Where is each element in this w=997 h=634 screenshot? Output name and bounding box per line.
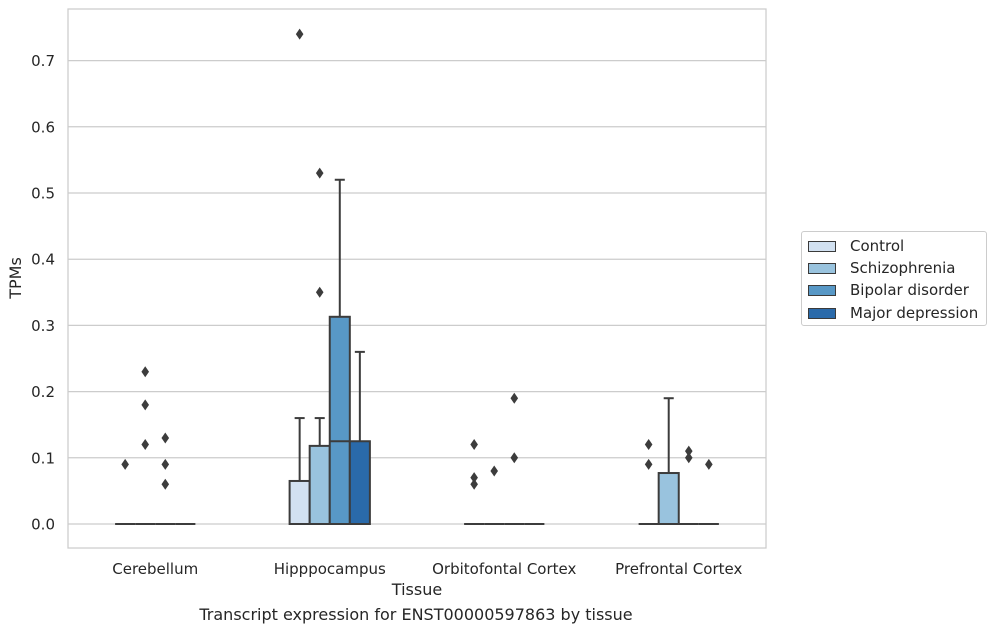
- outlier-point: [295, 28, 304, 40]
- legend: Control Schizophrenia Bipolar disorder M…: [801, 231, 987, 326]
- legend-swatch-schizophrenia: [808, 262, 836, 274]
- outlier-point: [490, 465, 499, 477]
- y-tick-label: 0.0: [31, 516, 55, 534]
- x-tick-label: Hipppocampus: [274, 560, 386, 578]
- legend-swatch-bipolar-disorder: [808, 284, 836, 296]
- legend-item-control: Control: [808, 237, 904, 255]
- legend-item-major-depression: Major depression: [808, 304, 978, 322]
- y-tick-label: 0.3: [31, 317, 55, 335]
- outlier-point: [510, 392, 519, 404]
- grid-lines: [68, 59, 766, 525]
- x-axis-ticks: Cerebellum Hipppocampus Orbitofontal Corte…: [112, 560, 742, 578]
- outlier-point: [644, 439, 653, 451]
- outlier-point: [684, 445, 693, 457]
- outlier-point: [315, 286, 324, 298]
- box-hipppocampus-bipolar-disorder: [328, 178, 351, 525]
- box-orbitofontal-cortex-schizophrenia: [484, 465, 505, 525]
- plot-frame: [67, 8, 767, 549]
- outlier-point: [161, 458, 170, 470]
- box-rect: [348, 440, 371, 525]
- outlier-point: [161, 478, 170, 490]
- legend-label-control: Control: [850, 237, 905, 255]
- plot-area: [115, 28, 719, 525]
- outlier-point: [644, 458, 653, 470]
- outlier-point: [141, 366, 150, 378]
- outlier-point: [315, 167, 324, 179]
- y-tick-label: 0.1: [31, 449, 55, 467]
- x-axis-label: Tissue: [391, 580, 442, 599]
- legend-label-bipolar-disorder: Bipolar disorder: [850, 281, 969, 299]
- x-tick-label: Prefrontal Cortex: [615, 560, 742, 578]
- box-hipppocampus-schizophrenia: [308, 167, 331, 525]
- box-prefrontal-cortex-schizophrenia: [657, 397, 680, 525]
- legend-item-bipolar-disorder: Bipolar disorder: [808, 281, 969, 299]
- box-rect: [308, 444, 331, 525]
- box-prefrontal-cortex-bipolar-disorder: [678, 445, 699, 525]
- outlier-point: [705, 458, 713, 470]
- chart-caption: Transcript expression for ENST0000059786…: [199, 605, 633, 624]
- y-tick-label: 0.5: [31, 185, 55, 203]
- box-orbitofontal-cortex-bipolar-disorder: [504, 392, 525, 525]
- legend-label-major-depression: Major depression: [850, 304, 979, 322]
- x-tick-label: Cerebellum: [112, 560, 198, 578]
- outlier-point: [141, 399, 150, 411]
- outlier-point: [684, 452, 693, 464]
- box-rect: [328, 315, 351, 525]
- y-tick-label: 0.7: [31, 52, 55, 70]
- legend-swatch-control: [808, 240, 836, 252]
- outlier-point: [141, 439, 150, 451]
- box-hipppocampus-major-depression: [348, 350, 371, 525]
- x-tick-label: Orbitofontal Cortex: [432, 560, 576, 578]
- box-rect: [657, 472, 680, 525]
- box-hipppocampus-control: [288, 28, 311, 525]
- box-orbitofontal-cortex-control: [464, 439, 485, 525]
- y-axis-ticks: 0.0 0.1 0.2 0.3 0.4 0.5 0.6 0.7: [31, 52, 55, 533]
- y-tick-label: 0.6: [31, 118, 55, 136]
- box-prefrontal-cortex-major-depression: [698, 458, 719, 525]
- outlier-point: [121, 458, 129, 470]
- legend-swatch-major-depression: [808, 307, 836, 319]
- y-axis-label: TPMs: [6, 257, 25, 300]
- box-cerebellum-schizophrenia: [135, 366, 156, 525]
- box-rect: [288, 479, 311, 525]
- legend-label-schizophrenia: Schizophrenia: [850, 259, 956, 277]
- outlier-point: [470, 439, 478, 451]
- legend-item-schizophrenia: Schizophrenia: [808, 259, 955, 277]
- y-tick-label: 0.2: [31, 383, 55, 401]
- box-prefrontal-cortex-control: [638, 439, 659, 525]
- outlier-point: [470, 472, 478, 484]
- box-cerebellum-bipolar-disorder: [155, 432, 176, 525]
- outlier-point: [161, 432, 170, 444]
- outlier-point: [510, 452, 519, 464]
- box-cerebellum-control: [115, 458, 136, 525]
- y-tick-label: 0.4: [31, 251, 55, 269]
- outlier-point: [470, 478, 478, 490]
